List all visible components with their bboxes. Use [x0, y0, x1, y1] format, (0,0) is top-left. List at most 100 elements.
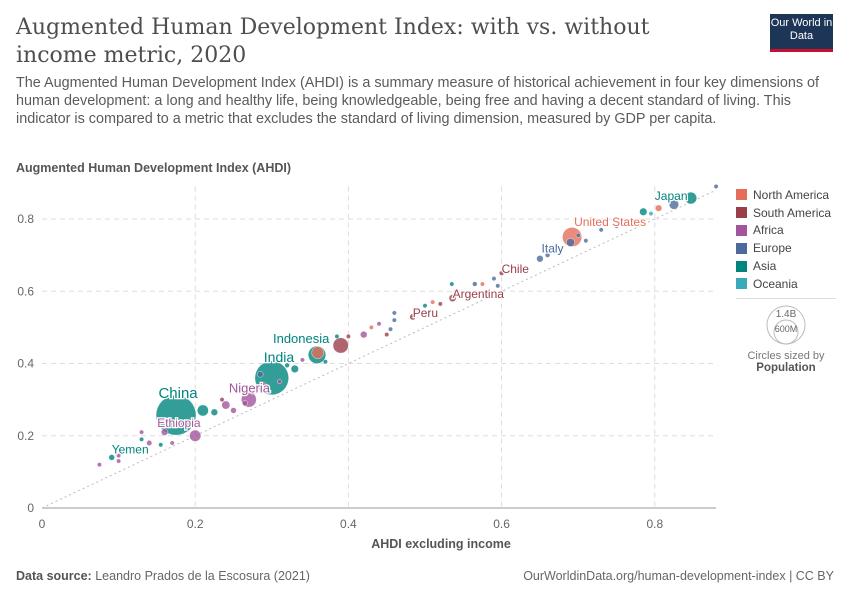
- data-point: [116, 458, 122, 464]
- point-ethiopia: [189, 429, 202, 442]
- point-japan: [684, 191, 697, 205]
- data-point: [257, 371, 264, 378]
- legend-swatch: [736, 278, 747, 290]
- data-point: [158, 442, 164, 448]
- legend-swatch: [736, 260, 747, 272]
- point-italy: [566, 238, 575, 247]
- data-point: [284, 362, 290, 368]
- data-point: [221, 400, 231, 410]
- point-label: Japan: [655, 189, 688, 203]
- size-legend-big: 1.4B: [776, 309, 797, 320]
- data-point: [648, 211, 654, 216]
- legend: North America South America Africa Europ…: [736, 186, 831, 293]
- data-point: [376, 321, 382, 327]
- data-point: [639, 207, 648, 216]
- data-point: [368, 324, 374, 330]
- data-point: [430, 299, 436, 305]
- x-axis-label: AHDI excluding income: [371, 537, 511, 551]
- data-point: [388, 326, 393, 332]
- owid-logo[interactable]: Our World in Data: [770, 14, 833, 52]
- point-label: United States: [574, 215, 646, 229]
- point-label: Yemen: [112, 442, 149, 456]
- legend-label: Asia: [753, 259, 777, 274]
- y-tick-label: 0.4: [17, 357, 34, 371]
- legend-item[interactable]: Oceania: [736, 275, 831, 293]
- point-label: Chile: [502, 262, 530, 276]
- data-point: [536, 255, 544, 263]
- data-point: [621, 222, 627, 227]
- scatter-plot: 0 0.2 0.4 0.6 0.8 0 0.2 0.4 0.6 0.8 China India Indo…: [17, 184, 719, 531]
- data-point: [598, 227, 604, 233]
- logo-text: Our World in Data: [770, 17, 833, 42]
- source-label: Data source:: [16, 569, 92, 583]
- point-peru: [409, 313, 417, 321]
- point-label: Argentina: [453, 287, 505, 301]
- data-point: [495, 283, 501, 289]
- data-point: [139, 429, 144, 435]
- data-point: [116, 453, 122, 459]
- x-tick-label: 0: [39, 517, 46, 531]
- data-point: [197, 404, 209, 417]
- data-point: [668, 199, 679, 210]
- data-point: [360, 331, 368, 339]
- footer-source: Data source: Leandro Prados de la Escosu…: [16, 569, 310, 583]
- legend-swatch: [736, 242, 747, 254]
- point-chile: [499, 270, 505, 276]
- legend-label: North America: [753, 187, 830, 202]
- point-argentina: [448, 294, 457, 302]
- data-point: [97, 462, 102, 468]
- y-tick-label: 0.2: [17, 429, 34, 443]
- x-tick-label: 0.6: [493, 517, 510, 531]
- data-point: [655, 204, 663, 212]
- size-legend: 1.4B 600M Circles sized by Population: [736, 298, 836, 374]
- point-label: Ethiopia: [157, 416, 201, 430]
- point-label: Italy: [542, 241, 564, 255]
- y-tick-label: 0: [27, 501, 34, 515]
- legend-swatch: [736, 224, 747, 236]
- size-legend-variable: Population: [756, 362, 816, 374]
- data-point: [139, 436, 144, 442]
- data-point: [261, 382, 267, 388]
- data-point: [332, 337, 349, 354]
- data-point: [250, 389, 256, 395]
- chart-subtitle: The Augmented Human Development Index (A…: [16, 75, 820, 127]
- legend-swatch: [736, 189, 747, 201]
- point-yemen: [108, 454, 115, 461]
- data-point: [391, 317, 397, 323]
- data-point: [146, 440, 153, 446]
- legend-item[interactable]: Europe: [736, 239, 831, 257]
- point-label: India: [264, 349, 295, 365]
- y-tick-label: 0.6: [17, 284, 34, 298]
- reference-line: [41, 189, 717, 509]
- data-point: [345, 334, 351, 339]
- legend-item[interactable]: North America: [736, 186, 831, 204]
- point-china: [155, 394, 197, 436]
- legend-label: Europe: [753, 241, 792, 256]
- point-label: China: [158, 385, 198, 402]
- data-point: [290, 364, 299, 373]
- data-point: [311, 346, 325, 359]
- data-point: [160, 428, 169, 436]
- data-point: [480, 281, 485, 287]
- legend-item[interactable]: South America: [736, 204, 831, 222]
- data-point: [614, 223, 619, 229]
- data-point: [575, 232, 581, 238]
- size-legend-small: 600M: [775, 324, 798, 334]
- y-tick-label: 0.8: [17, 212, 34, 226]
- size-legend-circles: 1.4B 600M: [766, 305, 806, 345]
- data-point: [230, 407, 237, 414]
- chart-title: Augmented Human Development Index: with …: [16, 15, 650, 68]
- source-text: Leandro Prados de la Escosura (2021): [95, 569, 310, 583]
- data-point: [323, 359, 328, 365]
- legend-item[interactable]: Africa: [736, 222, 831, 240]
- data-point: [491, 276, 497, 282]
- data-point: [713, 184, 719, 189]
- point-label: Peru: [413, 306, 438, 320]
- legend-swatch: [736, 207, 747, 219]
- legend-item[interactable]: Asia: [736, 257, 831, 275]
- data-point: [544, 252, 551, 258]
- data-point: [169, 440, 175, 446]
- size-legend-caption: Circles sized by: [747, 350, 825, 362]
- footer-url[interactable]: OurWorldinData.org/human-development-ind…: [523, 569, 834, 583]
- data-point: [453, 288, 459, 294]
